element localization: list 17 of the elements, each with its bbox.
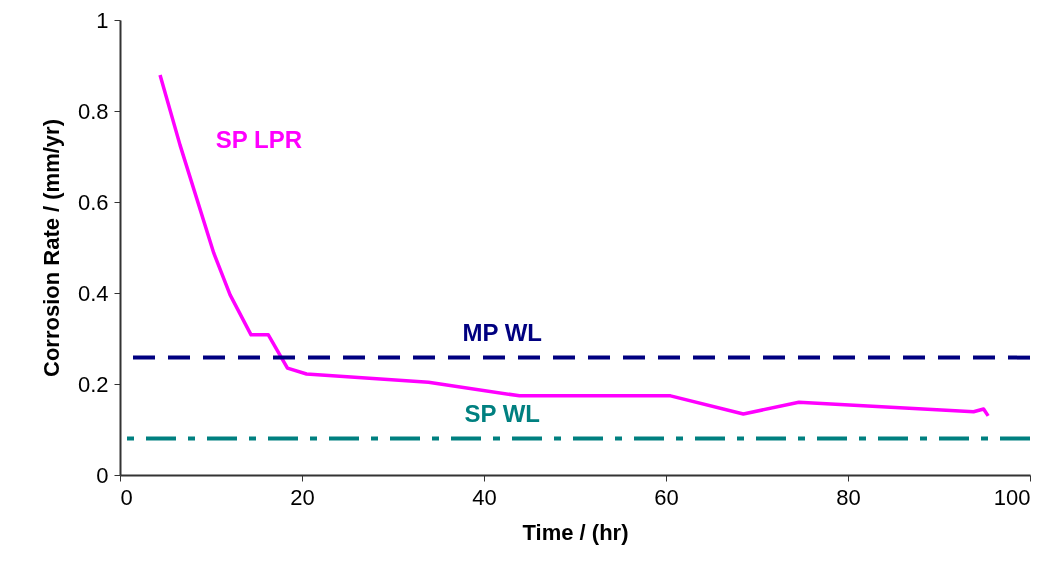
ref-line-label: SP WL	[464, 399, 540, 427]
y-tick-label: 1	[96, 7, 109, 33]
series-label: SP LPR	[215, 125, 302, 153]
x-tick-label: 40	[472, 484, 497, 510]
y-tick-label: 0.4	[77, 280, 109, 306]
y-tick-label: 0.6	[77, 189, 109, 215]
x-axis-title: Time / (hr)	[522, 519, 629, 545]
x-tick-label: 0	[120, 484, 133, 510]
x-tick-label: 20	[290, 484, 315, 510]
ref-line-label: MP WL	[462, 318, 542, 346]
x-tick-label: 80	[836, 484, 861, 510]
y-tick-label: 0	[96, 462, 109, 488]
y-axis-title: Corrosion Rate / (mm/yr)	[38, 119, 64, 377]
y-tick-label: 0.2	[77, 371, 109, 397]
x-tick-label: 100	[993, 484, 1031, 510]
y-tick-label: 0.8	[77, 98, 109, 124]
x-tick-label: 60	[654, 484, 679, 510]
